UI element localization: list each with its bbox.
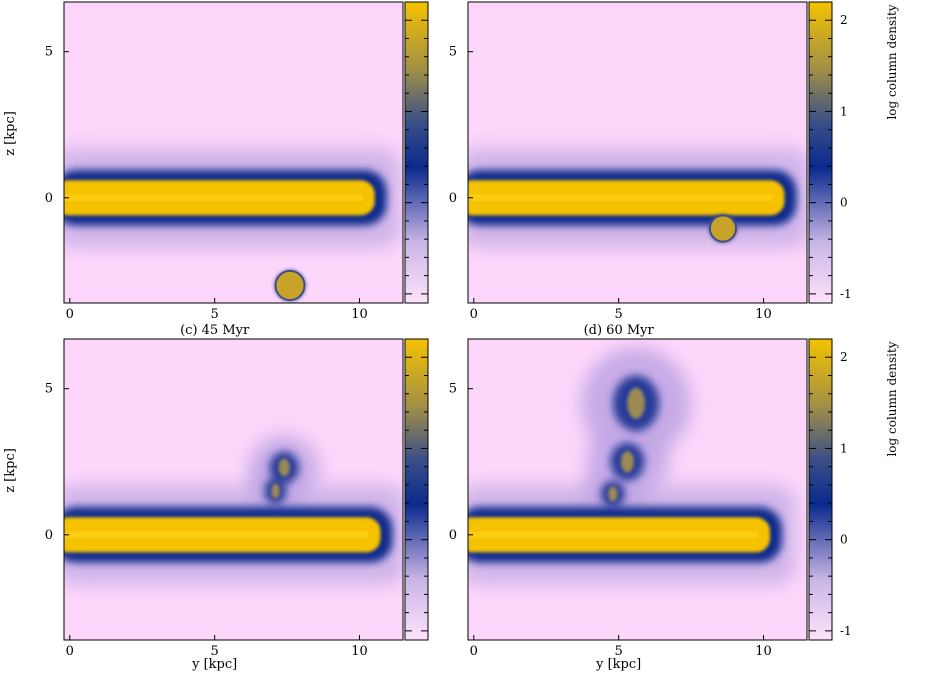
plot-frame	[467, 338, 808, 641]
plume-center	[620, 451, 634, 473]
x-tick-label: 10	[755, 644, 772, 659]
colorbar-label: log column density	[885, 4, 899, 119]
x-tick-label: 5	[615, 307, 623, 322]
colorbar-tick-label: 1	[840, 441, 848, 455]
plume-center	[608, 486, 618, 502]
plot-frame	[467, 1, 808, 304]
y-tick-label: 5	[45, 45, 53, 60]
plume-center	[627, 387, 645, 419]
colorbar: 2 1 0 -1 log column density	[808, 338, 899, 641]
colorbar-label: log column density	[885, 341, 899, 456]
density-field	[64, 148, 401, 303]
y-tick-label: 0	[45, 528, 53, 543]
x-tick-label: 0	[66, 644, 74, 659]
y-tick-label: 5	[449, 382, 457, 397]
plot-frame	[63, 338, 404, 641]
x-axis-label: y [kpc]	[595, 657, 641, 672]
y-tick-label: 0	[45, 191, 53, 206]
y-tick-label: 5	[449, 45, 457, 60]
x-tick-label: 10	[351, 644, 368, 659]
plume-center	[271, 483, 280, 499]
x-tick-label: 10	[755, 307, 772, 322]
colorbar: 2 1 0 -1 log column density	[808, 1, 899, 304]
x-tick-label: 5	[211, 644, 219, 659]
colorbar-tick-label: -1	[840, 287, 852, 301]
panel-3: 0 5 10 0 5 z [kpc] y [kpc] (c) 45 Myr	[3, 323, 429, 672]
colorbar-tick-label: 1	[840, 104, 848, 118]
x-tick-label: 0	[470, 307, 478, 322]
plume-center	[278, 458, 290, 477]
colorbar-tick-label: 0	[840, 196, 848, 210]
density-field	[468, 148, 807, 248]
panel-title: (d) 60 Myr	[584, 323, 655, 338]
panel-1: 0 5 10 0 5 z [kpc]	[3, 1, 429, 322]
colorbar	[404, 1, 429, 304]
colorbar-bar	[404, 1, 429, 304]
cloud	[708, 214, 738, 243]
disk-midplane	[64, 531, 369, 539]
cloud	[274, 269, 306, 302]
x-tick-label: 10	[351, 307, 368, 322]
density-field	[468, 347, 797, 585]
colorbar-tick-label: 2	[840, 350, 848, 364]
x-tick-label: 0	[470, 644, 478, 659]
y-tick-label: 0	[449, 528, 457, 543]
x-tick-label: 5	[211, 307, 219, 322]
x-axis-label: y [kpc]	[191, 657, 237, 672]
y-tick-label: 0	[449, 191, 457, 206]
y-axis-label: z [kpc]	[3, 111, 18, 156]
colorbar-tick-label: 0	[840, 533, 848, 547]
colorbar-bar	[404, 338, 429, 641]
density-field	[64, 435, 403, 585]
y-axis-label: z [kpc]	[3, 448, 18, 493]
disk-midplane	[468, 194, 773, 202]
plot-frame	[63, 1, 404, 304]
colorbar-tick-label: -1	[840, 624, 852, 638]
panel-title: (c) 45 Myr	[180, 323, 250, 338]
x-tick-label: 0	[66, 307, 74, 322]
disk-midplane	[64, 194, 363, 202]
x-tick-label: 5	[615, 644, 623, 659]
colorbar-bar	[808, 338, 833, 641]
y-tick-label: 5	[45, 382, 53, 397]
colorbar	[404, 338, 429, 641]
colorbar-bar	[808, 1, 833, 304]
disk-midplane	[468, 531, 759, 539]
colorbar-tick-label: 2	[840, 13, 848, 27]
